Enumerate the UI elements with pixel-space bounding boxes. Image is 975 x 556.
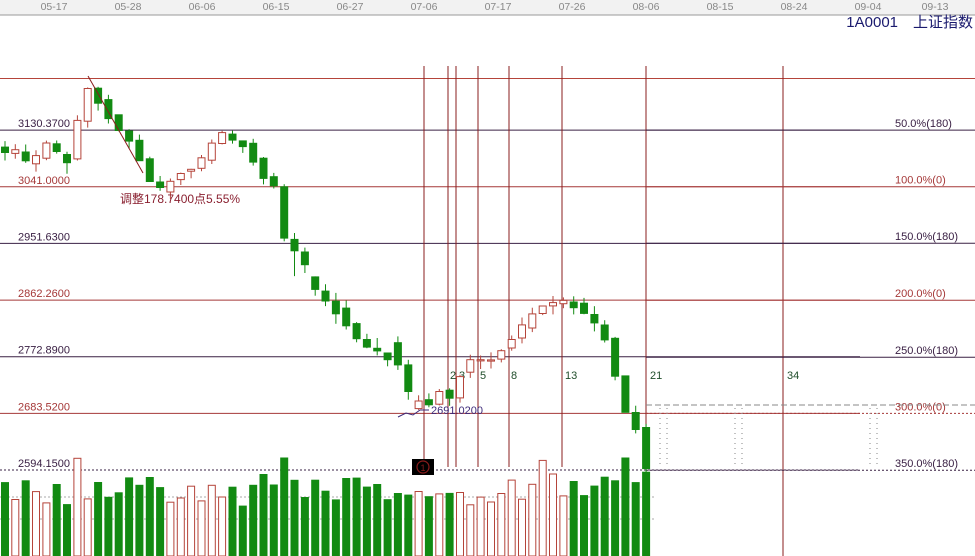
svg-text:3041.0000: 3041.0000 xyxy=(18,175,70,187)
svg-text:07-26: 07-26 xyxy=(559,1,586,13)
svg-text:2862.2600: 2862.2600 xyxy=(18,288,70,300)
svg-text:2772.8900: 2772.8900 xyxy=(18,345,70,357)
svg-text:05-17: 05-17 xyxy=(41,1,68,13)
svg-text:09-04: 09-04 xyxy=(855,1,882,13)
svg-text:3130.3700: 3130.3700 xyxy=(18,118,70,130)
svg-text:07-06: 07-06 xyxy=(411,1,438,13)
svg-text:08-06: 08-06 xyxy=(633,1,660,13)
svg-text:13: 13 xyxy=(565,370,577,382)
svg-text:09-13: 09-13 xyxy=(922,1,949,13)
svg-text:200.0%(0): 200.0%(0) xyxy=(895,288,946,300)
svg-text:1A0001 上证指数: 1A0001 上证指数 xyxy=(846,14,973,31)
svg-text:34: 34 xyxy=(787,370,799,382)
svg-text:300.0%(0): 300.0%(0) xyxy=(895,402,946,414)
svg-text:06-06: 06-06 xyxy=(189,1,216,13)
svg-text:2951.6300: 2951.6300 xyxy=(18,231,70,243)
svg-text:100.0%(0): 100.0%(0) xyxy=(895,175,946,187)
svg-text:5: 5 xyxy=(480,370,486,382)
svg-text:08-24: 08-24 xyxy=(781,1,808,13)
svg-text:2691.0200: 2691.0200 xyxy=(431,405,483,417)
svg-text:06-27: 06-27 xyxy=(337,1,364,13)
svg-text:21: 21 xyxy=(650,370,662,382)
svg-text:2594.1500: 2594.1500 xyxy=(18,458,70,470)
svg-text:1: 1 xyxy=(420,463,425,473)
svg-text:07-17: 07-17 xyxy=(485,1,512,13)
svg-text:50.0%(180): 50.0%(180) xyxy=(895,118,952,130)
svg-text:2683.5200: 2683.5200 xyxy=(18,401,70,413)
svg-text:05-28: 05-28 xyxy=(115,1,142,13)
svg-text:150.0%(180): 150.0%(180) xyxy=(895,231,958,243)
svg-text:250.0%(180): 250.0%(180) xyxy=(895,345,958,357)
svg-text:8: 8 xyxy=(511,370,517,382)
svg-text:06-15: 06-15 xyxy=(263,1,290,13)
svg-text:调整178.7400点5.55%: 调整178.7400点5.55% xyxy=(120,191,240,206)
svg-text:2: 2 xyxy=(450,370,456,382)
svg-text:350.0%(180): 350.0%(180) xyxy=(895,458,958,470)
svg-text:08-15: 08-15 xyxy=(707,1,734,13)
